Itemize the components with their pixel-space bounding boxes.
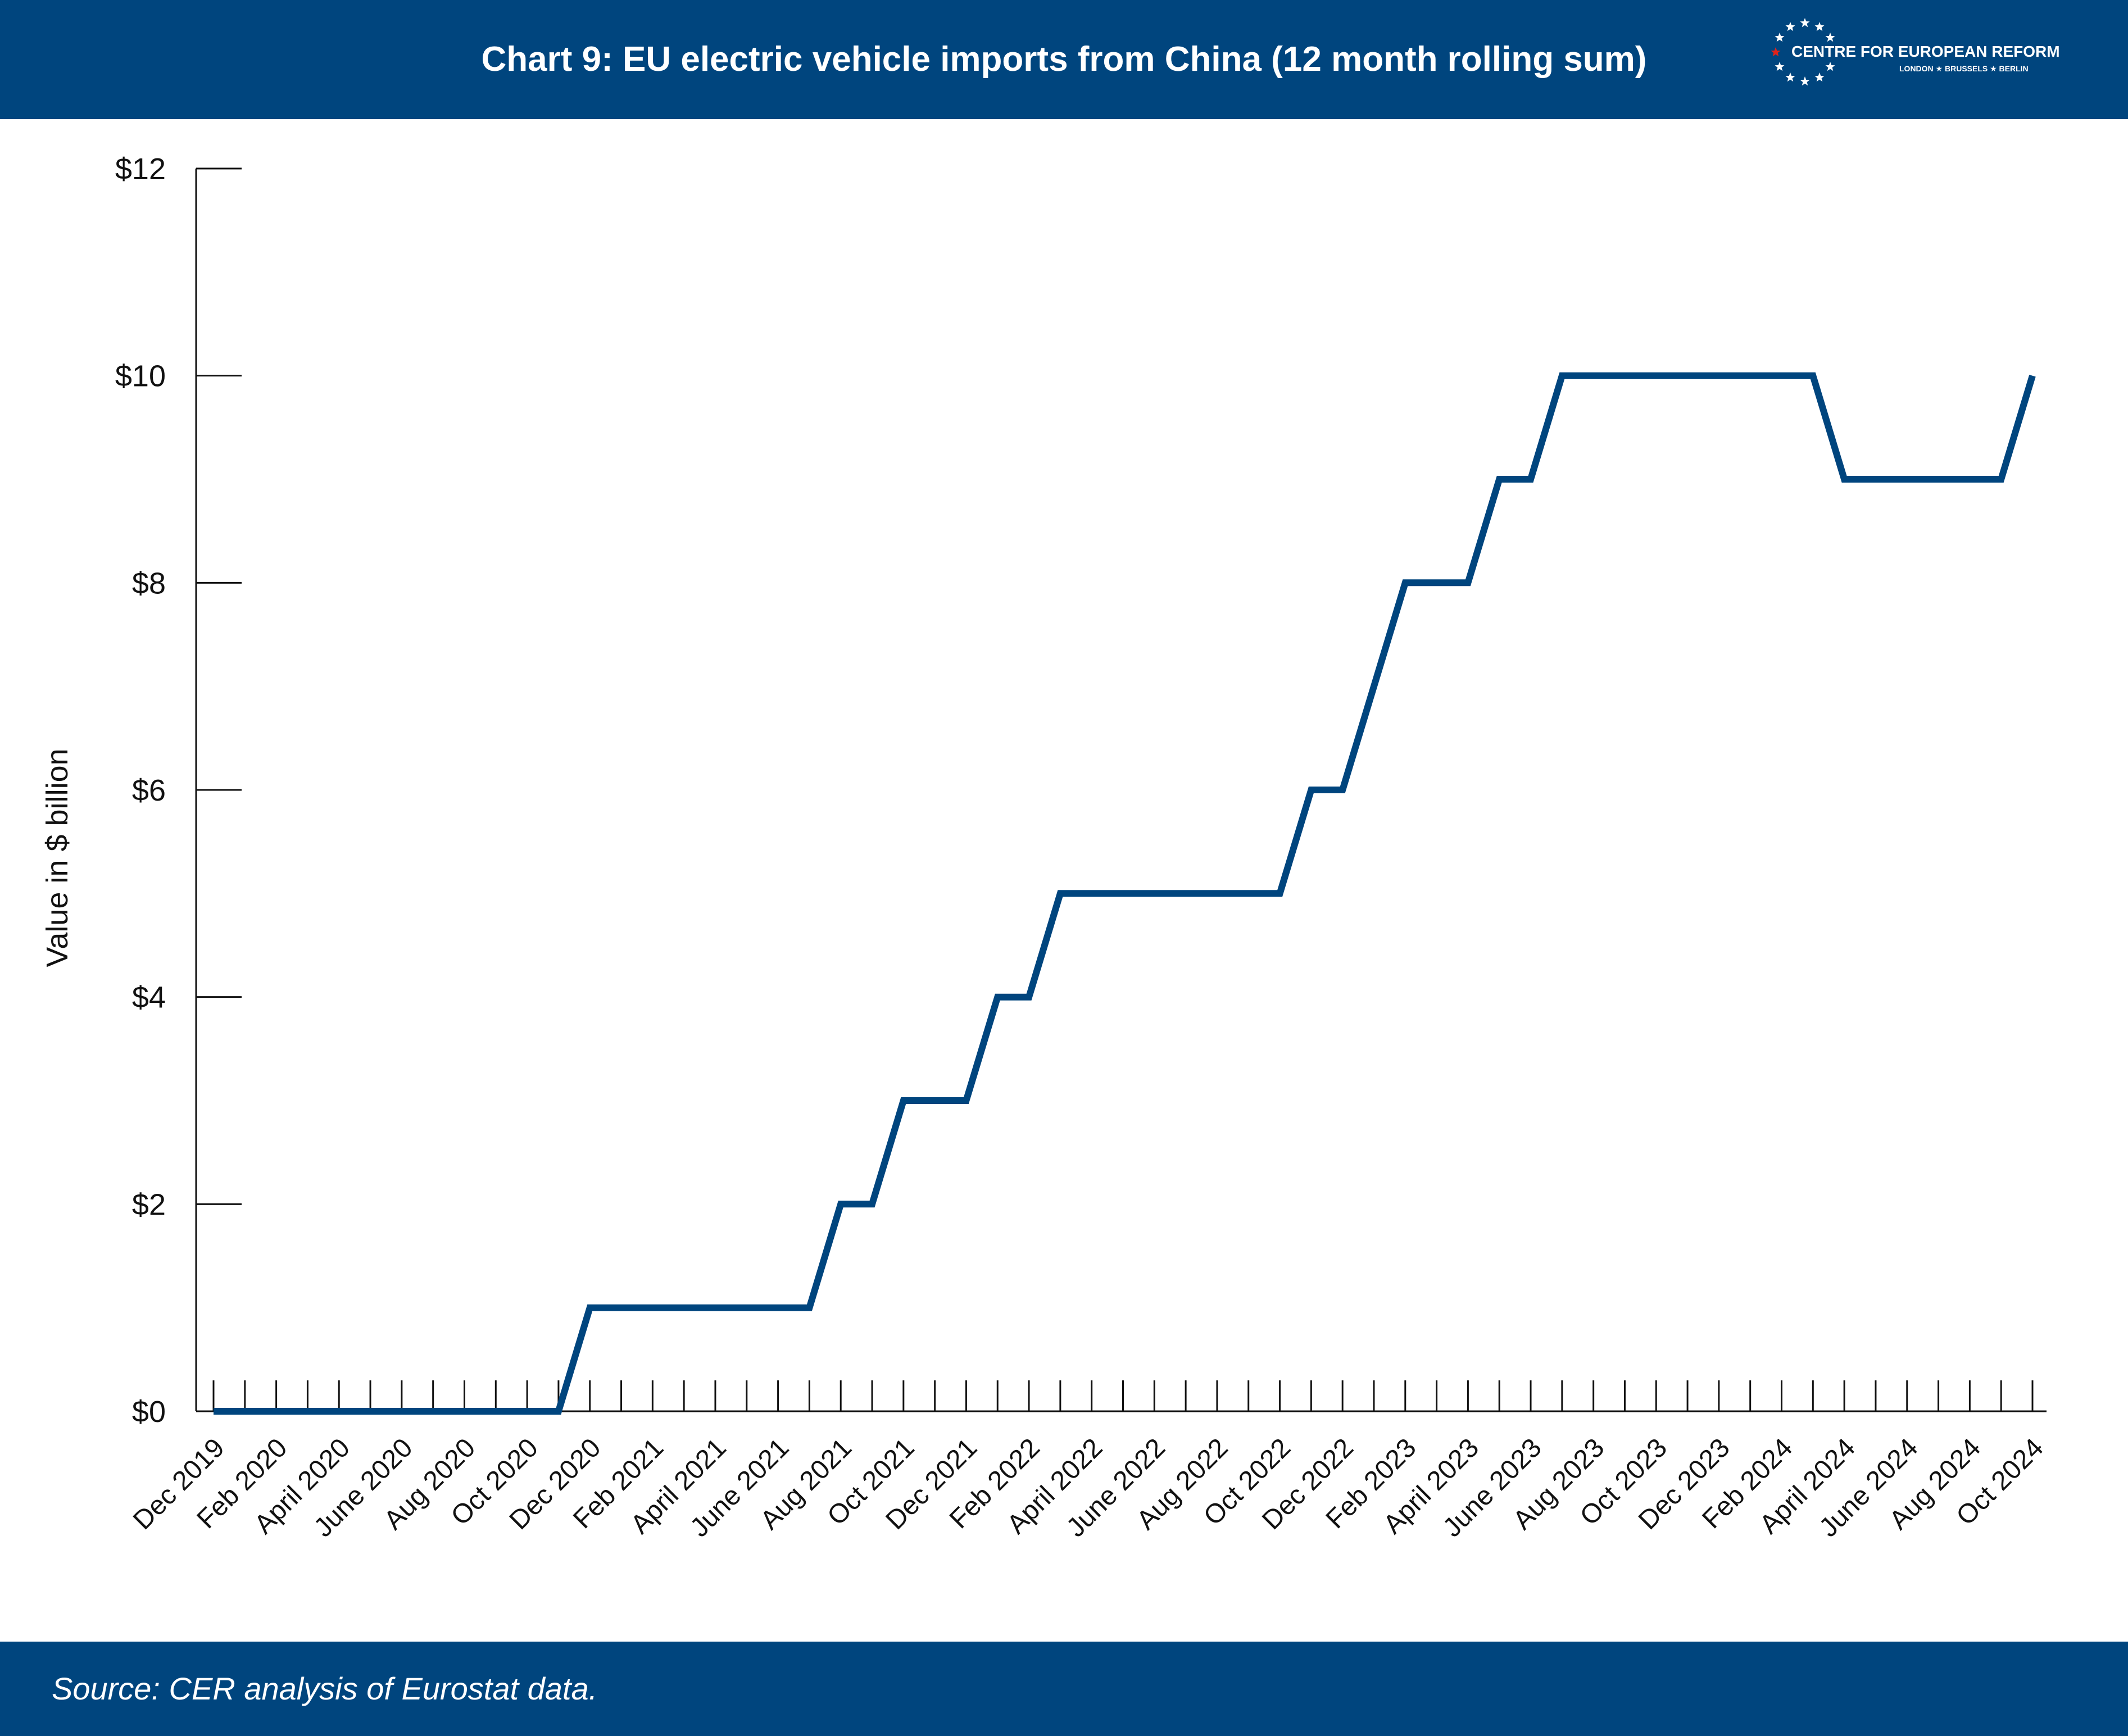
logo-star-icon [1814, 72, 1825, 82]
logo-star-icon [1775, 33, 1785, 42]
logo-star-icon [1800, 76, 1810, 86]
logo-star-icon [1825, 62, 1835, 71]
y-tick-label: $4 [132, 981, 166, 1015]
logo-star-icon [1771, 47, 1781, 57]
logo-star-icon [1785, 21, 1795, 31]
series-line [214, 372, 2036, 1415]
logo-star-icon [1800, 18, 1810, 28]
source-note: Source: CER analysis of Eurostat data. [52, 1671, 598, 1706]
y-tick-label: $8 [132, 566, 166, 600]
logo-name: CENTRE FOR EUROPEAN REFORM [1791, 43, 2060, 60]
logo-star-icon [1814, 21, 1825, 31]
chart-header: Chart 9: EU electric vehicle imports fro… [0, 0, 2128, 119]
eu-star-ring-icon [1771, 18, 1835, 86]
y-axis-label: Value in $ billion [40, 748, 74, 967]
chart-area: $0 $2 $4 $6 $8 $10 $12 Dec 2019 Feb 2020 April 2… [0, 119, 2128, 1642]
logo-subtitle: LONDON ★ BRUSSELS ★ BERLIN [1899, 64, 2029, 73]
y-tick-label: $2 [132, 1188, 166, 1221]
logo-star-icon [1775, 62, 1785, 71]
y-tick-label: $12 [115, 152, 166, 186]
y-tick-label: $10 [115, 360, 166, 393]
y-tick-label: $0 [132, 1395, 166, 1429]
logo-star-icon [1825, 33, 1835, 42]
cer-logo: CENTRE FOR EUROPEAN REFORM LONDON ★ BRUS… [1770, 10, 2060, 111]
chart-title: Chart 9: EU electric vehicle imports fro… [481, 40, 1647, 79]
logo-star-icon [1785, 72, 1795, 82]
y-tick-label: $6 [132, 774, 166, 807]
chart-footer: Source: CER analysis of Eurostat data. [0, 1642, 2128, 1736]
